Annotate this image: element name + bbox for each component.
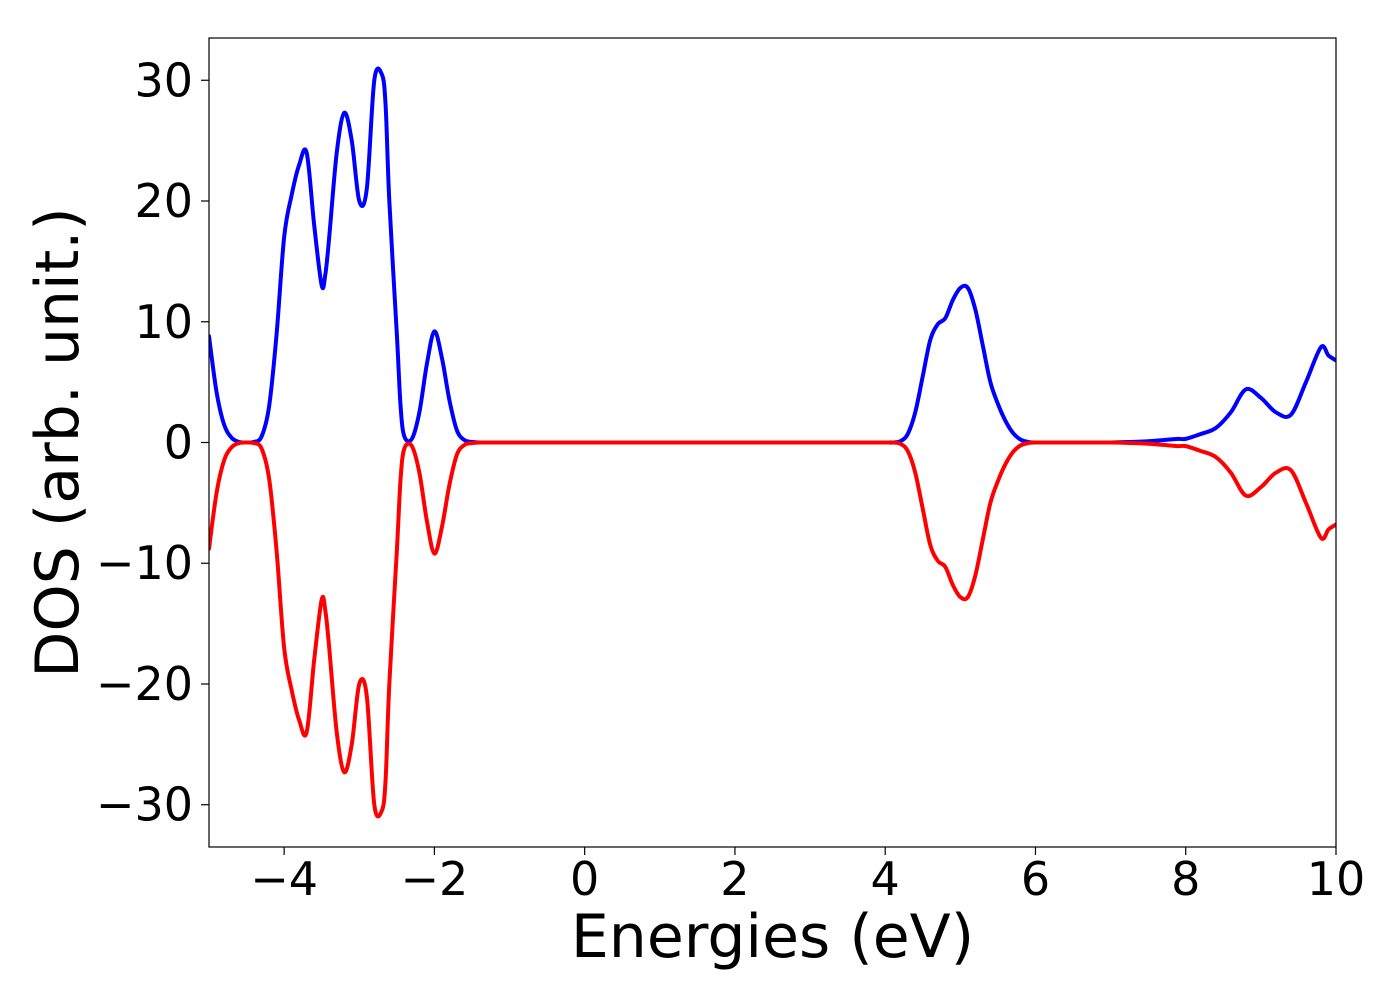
x-axis-title: Energies (eV) xyxy=(571,902,974,972)
x-axis-ticks: −4 −2 0 2 4 6 8 10 xyxy=(250,847,1365,906)
y-tick-label: 20 xyxy=(134,174,193,228)
y-tick-label: 30 xyxy=(134,53,193,107)
x-tick-label: −2 xyxy=(400,852,468,906)
y-tick-label: −30 xyxy=(96,778,193,832)
y-tick-label: −10 xyxy=(96,536,193,590)
series-layer xyxy=(209,66,1336,819)
x-tick-label: 10 xyxy=(1307,852,1366,906)
x-tick-label: −4 xyxy=(250,852,318,906)
x-tick-label: 4 xyxy=(871,852,900,906)
dos-spin-up-line xyxy=(209,66,1336,445)
y-tick-label: −20 xyxy=(96,657,193,711)
y-tick-label: 0 xyxy=(164,416,193,470)
y-tick-label: 10 xyxy=(134,295,193,349)
dos-spin-down-line xyxy=(209,440,1336,819)
y-axis-ticks: −30 −20 −10 0 10 20 30 xyxy=(96,53,209,832)
y-axis-title: DOS (arb. unit.) xyxy=(23,207,93,677)
x-tick-label: 6 xyxy=(1021,852,1050,906)
x-tick-label: 8 xyxy=(1171,852,1200,906)
x-tick-label: 0 xyxy=(570,852,599,906)
x-tick-label: 2 xyxy=(720,852,749,906)
